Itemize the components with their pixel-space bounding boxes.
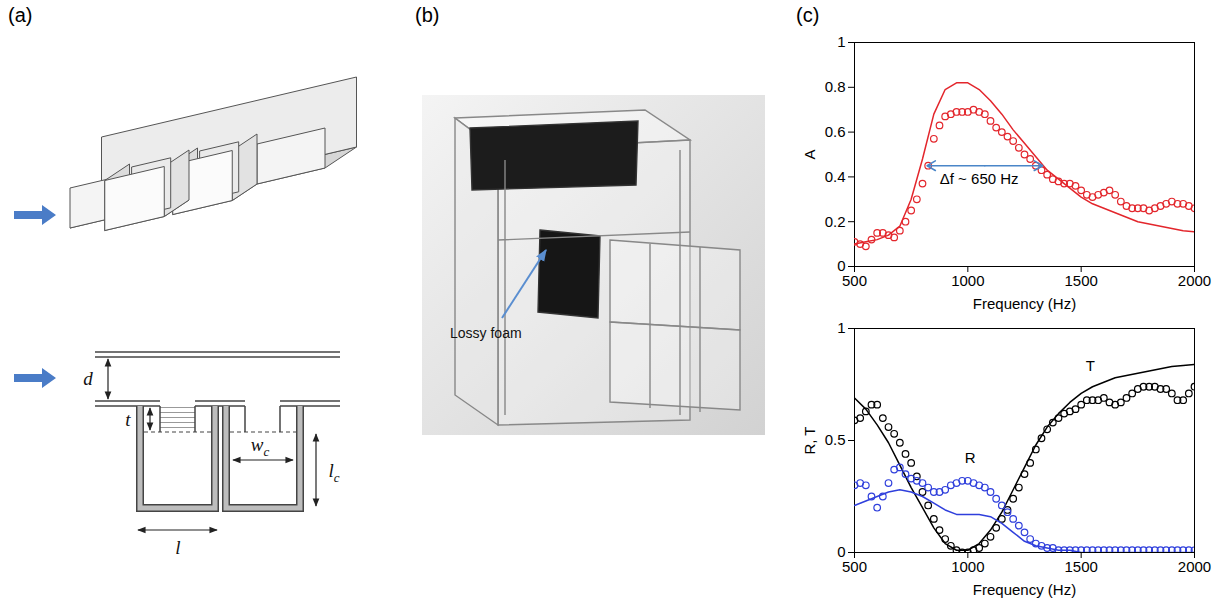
svg-text:Lossy foam: Lossy foam [450, 325, 522, 341]
svg-text:R, T: R, T [801, 426, 818, 454]
svg-text:500: 500 [842, 272, 867, 289]
svg-text:2000: 2000 [1178, 558, 1211, 575]
svg-text:0.5: 0.5 [825, 431, 846, 448]
svg-text:t: t [125, 409, 131, 430]
svg-text:1000: 1000 [951, 272, 984, 289]
svg-text:1500: 1500 [1064, 272, 1097, 289]
svg-text:500: 500 [842, 558, 867, 575]
svg-text:Frequency (Hz): Frequency (Hz) [973, 295, 1076, 312]
svg-text:2000: 2000 [1178, 272, 1211, 289]
svg-text:l: l [175, 537, 180, 558]
svg-text:A: A [801, 149, 818, 159]
svg-text:1000: 1000 [951, 558, 984, 575]
html-text:(b): (b) [415, 4, 440, 26]
svg-text:R: R [965, 449, 976, 466]
svg-text:1: 1 [837, 319, 845, 336]
svg-text:1500: 1500 [1064, 558, 1097, 575]
svg-text:wc: wc [251, 434, 270, 459]
svg-text:lc: lc [328, 460, 339, 485]
svg-text:T: T [1086, 357, 1095, 374]
svg-text:0.2: 0.2 [825, 213, 846, 230]
svg-text:1: 1 [837, 33, 845, 50]
html-text:(a): (a) [8, 4, 33, 26]
svg-text:0: 0 [837, 257, 846, 275]
svg-text:0.4: 0.4 [825, 168, 846, 185]
svg-text:Frequency (Hz): Frequency (Hz) [973, 581, 1076, 598]
html-text:(c): (c) [796, 4, 820, 26]
svg-text:d: d [83, 368, 93, 389]
svg-text:0.6: 0.6 [825, 123, 846, 140]
svg-text:Δf ~ 650 Hz: Δf ~ 650 Hz [940, 170, 1019, 187]
svg-text:0: 0 [837, 543, 846, 561]
svg-text:0.8: 0.8 [825, 78, 846, 95]
